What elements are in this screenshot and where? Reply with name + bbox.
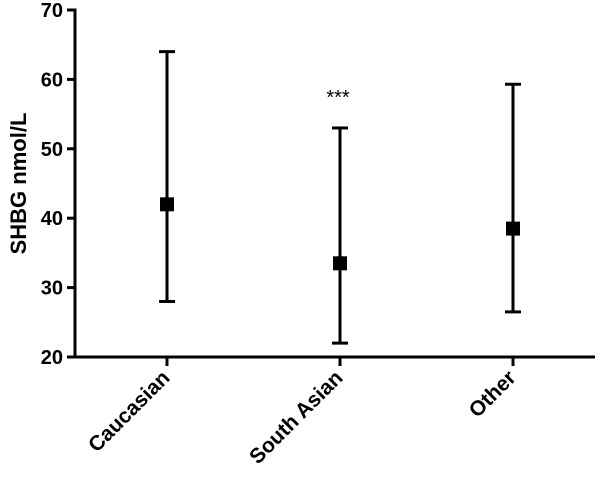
significance-annotation: ***: [326, 87, 350, 109]
y-tick-label: 30: [41, 278, 63, 300]
x-tick-label: South Asian: [245, 366, 347, 468]
y-axis-label: SHBG nmol/L: [6, 113, 31, 255]
y-tick-label: 70: [41, 0, 63, 22]
error-bar-point: [159, 50, 175, 303]
y-tick-label: 60: [41, 69, 63, 91]
y-ticks: 20 30 40 50 60 70: [41, 0, 75, 369]
mean-marker: [333, 256, 347, 271]
error-bar-point: [332, 126, 348, 345]
x-ticks: Caucasian South Asian Other: [84, 357, 521, 469]
mean-marker: [506, 221, 520, 236]
x-tick-label: Other: [465, 366, 521, 422]
data-marks: ***: [159, 50, 521, 345]
y-tick-label: 20: [41, 347, 63, 369]
x-tick-label: Caucasian: [84, 366, 175, 457]
y-tick-label: 50: [41, 139, 63, 161]
axes: [73, 8, 595, 359]
error-bar-point: [505, 82, 521, 314]
mean-marker: [160, 197, 174, 212]
y-tick-label: 40: [41, 208, 63, 230]
